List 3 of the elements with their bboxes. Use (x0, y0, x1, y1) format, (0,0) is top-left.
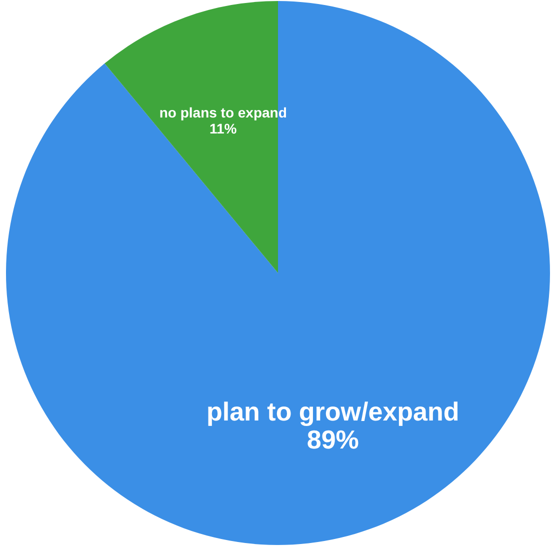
pie-slice (6, 1, 550, 545)
slice-label: plan to grow/expand (206, 396, 460, 426)
data-label: 11% (210, 120, 238, 137)
